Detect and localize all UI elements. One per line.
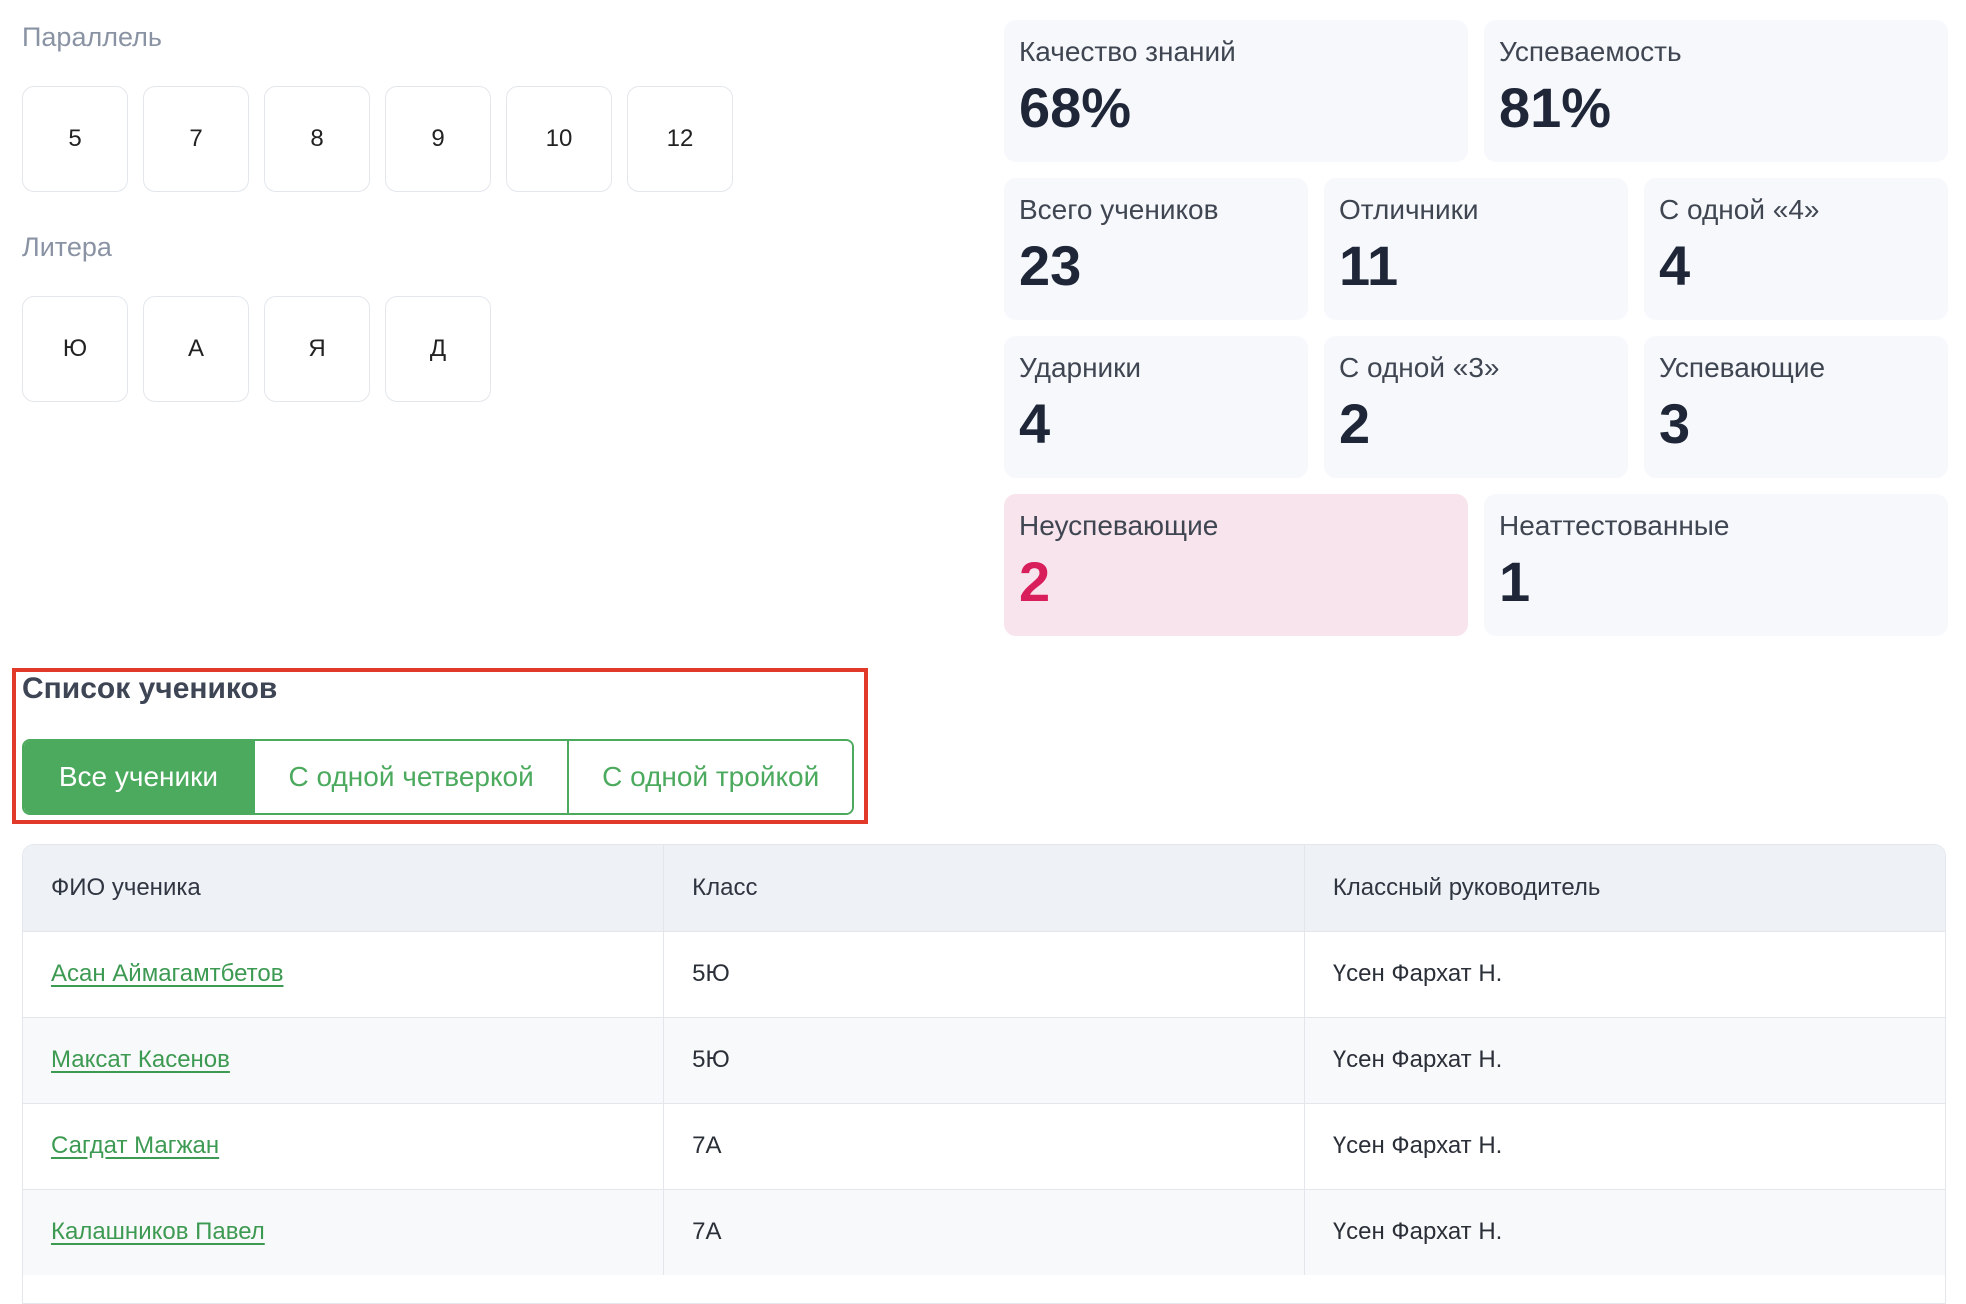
student-class-cell: 7А — [663, 1103, 1305, 1189]
stat-card-failing: Неуспевающие 2 — [1004, 494, 1468, 636]
parallel-option-9[interactable]: 9 — [385, 86, 491, 192]
student-class-cell: 5Ю — [663, 931, 1305, 1017]
stat-value: 81% — [1499, 76, 1612, 139]
tab-all-students[interactable]: Все ученики — [24, 741, 253, 813]
student-name-cell: Калашников Павел — [23, 1189, 665, 1275]
litera-label: Литера — [22, 232, 112, 262]
stat-card-total: Всего учеников 23 — [1004, 178, 1308, 320]
stat-card-good: Ударники 4 — [1004, 336, 1308, 478]
student-name-cell: Сагдат Магжан — [23, 1103, 665, 1189]
litera-option-a[interactable]: А — [143, 296, 249, 402]
table-header-row: ФИО ученика Класс Классный руководитель — [23, 845, 1945, 931]
stat-card-excellent: Отличники 11 — [1324, 178, 1628, 320]
litera-option-ya[interactable]: Я — [264, 296, 370, 402]
student-name-cell: Асан Аймагамтбетов — [23, 931, 665, 1017]
student-name-link[interactable]: Калашников Павел — [51, 1218, 265, 1246]
student-name-cell: Максат Касенов — [23, 1017, 665, 1103]
parallel-option-7[interactable]: 7 — [143, 86, 249, 192]
stat-card-one-three: С одной «3» 2 — [1324, 336, 1628, 478]
stat-label: Качество знаний — [1019, 36, 1236, 67]
stat-value: 3 — [1659, 392, 1691, 455]
litera-options: Ю А Я Д — [22, 296, 491, 402]
table-row: Максат Касенов 5Ю Үсен Фархат Н. — [23, 1017, 1945, 1103]
litera-option-d[interactable]: Д — [385, 296, 491, 402]
stat-value: 1 — [1499, 550, 1531, 613]
litera-option-yu[interactable]: Ю — [22, 296, 128, 402]
student-teacher-cell: Үсен Фархат Н. — [1332, 1218, 1503, 1246]
stat-value: 11 — [1339, 234, 1399, 297]
stat-label: С одной «3» — [1339, 352, 1500, 383]
student-filter-tabs: Все ученики С одной четверкой С одной тр… — [22, 739, 854, 815]
stat-card-passing: Успевающие 3 — [1644, 336, 1948, 478]
student-class-cell: 7А — [663, 1189, 1305, 1275]
stat-card-progress: Успеваемость 81% — [1484, 20, 1948, 162]
stat-label: Отличники — [1339, 194, 1479, 225]
student-name-link[interactable]: Сагдат Магжан — [51, 1132, 220, 1159]
table-row: Асан Аймагамтбетов 5Ю Үсен Фархат Н. — [23, 931, 1945, 1017]
stat-value: 2 — [1339, 392, 1371, 455]
stat-value: 4 — [1659, 234, 1691, 297]
student-teacher-cell: Үсен Фархат Н. — [1332, 1046, 1503, 1073]
table-row: Сагдат Магжан 7А Үсен Фархат Н. — [23, 1103, 1945, 1189]
column-header-class: Класс — [663, 845, 1305, 931]
parallel-option-8[interactable]: 8 — [264, 86, 370, 192]
stat-label: Успеваемость — [1499, 36, 1682, 67]
stat-label: Всего учеников — [1019, 194, 1219, 225]
parallel-options: 5 7 8 9 10 12 — [22, 86, 733, 192]
column-header-name: ФИО ученика — [23, 845, 665, 931]
parallel-option-10[interactable]: 10 — [506, 86, 612, 192]
stat-label: Успевающие — [1659, 352, 1826, 383]
stat-label: С одной «4» — [1659, 194, 1820, 225]
stat-value: 2 — [1019, 550, 1051, 613]
student-list-title: Список учеников — [22, 672, 278, 705]
tab-one-four[interactable]: С одной четверкой — [252, 741, 568, 813]
stat-label: Ударники — [1019, 352, 1142, 383]
students-table: ФИО ученика Класс Классный руководитель … — [22, 844, 1946, 1304]
column-header-teacher: Классный руководитель — [1332, 873, 1601, 901]
parallel-label: Параллель — [22, 22, 162, 52]
stat-value: 23 — [1019, 234, 1082, 297]
stat-value: 68% — [1019, 76, 1132, 139]
student-name-link[interactable]: Асан Аймагамтбетов — [51, 960, 284, 987]
student-teacher-cell: Үсен Фархат Н. — [1332, 960, 1503, 987]
table-row: Калашников Павел 7А Үсен Фархат Н. — [23, 1189, 1945, 1275]
stat-label: Неуспевающие — [1019, 510, 1219, 541]
parallel-option-5[interactable]: 5 — [22, 86, 128, 192]
student-name-link[interactable]: Максат Касенов — [51, 1046, 230, 1073]
stat-label: Неаттестованные — [1499, 510, 1730, 541]
stat-card-unattested: Неаттестованные 1 — [1484, 494, 1948, 636]
stat-card-quality: Качество знаний 68% — [1004, 20, 1468, 162]
tab-one-three[interactable]: С одной тройкой — [567, 741, 852, 813]
student-teacher-cell: Үсен Фархат Н. — [1332, 1132, 1503, 1159]
parallel-option-12[interactable]: 12 — [627, 86, 733, 192]
highlight-frame — [12, 668, 868, 824]
student-class-cell: 5Ю — [663, 1017, 1305, 1103]
stat-card-one-four: С одной «4» 4 — [1644, 178, 1948, 320]
stat-value: 4 — [1019, 392, 1051, 455]
